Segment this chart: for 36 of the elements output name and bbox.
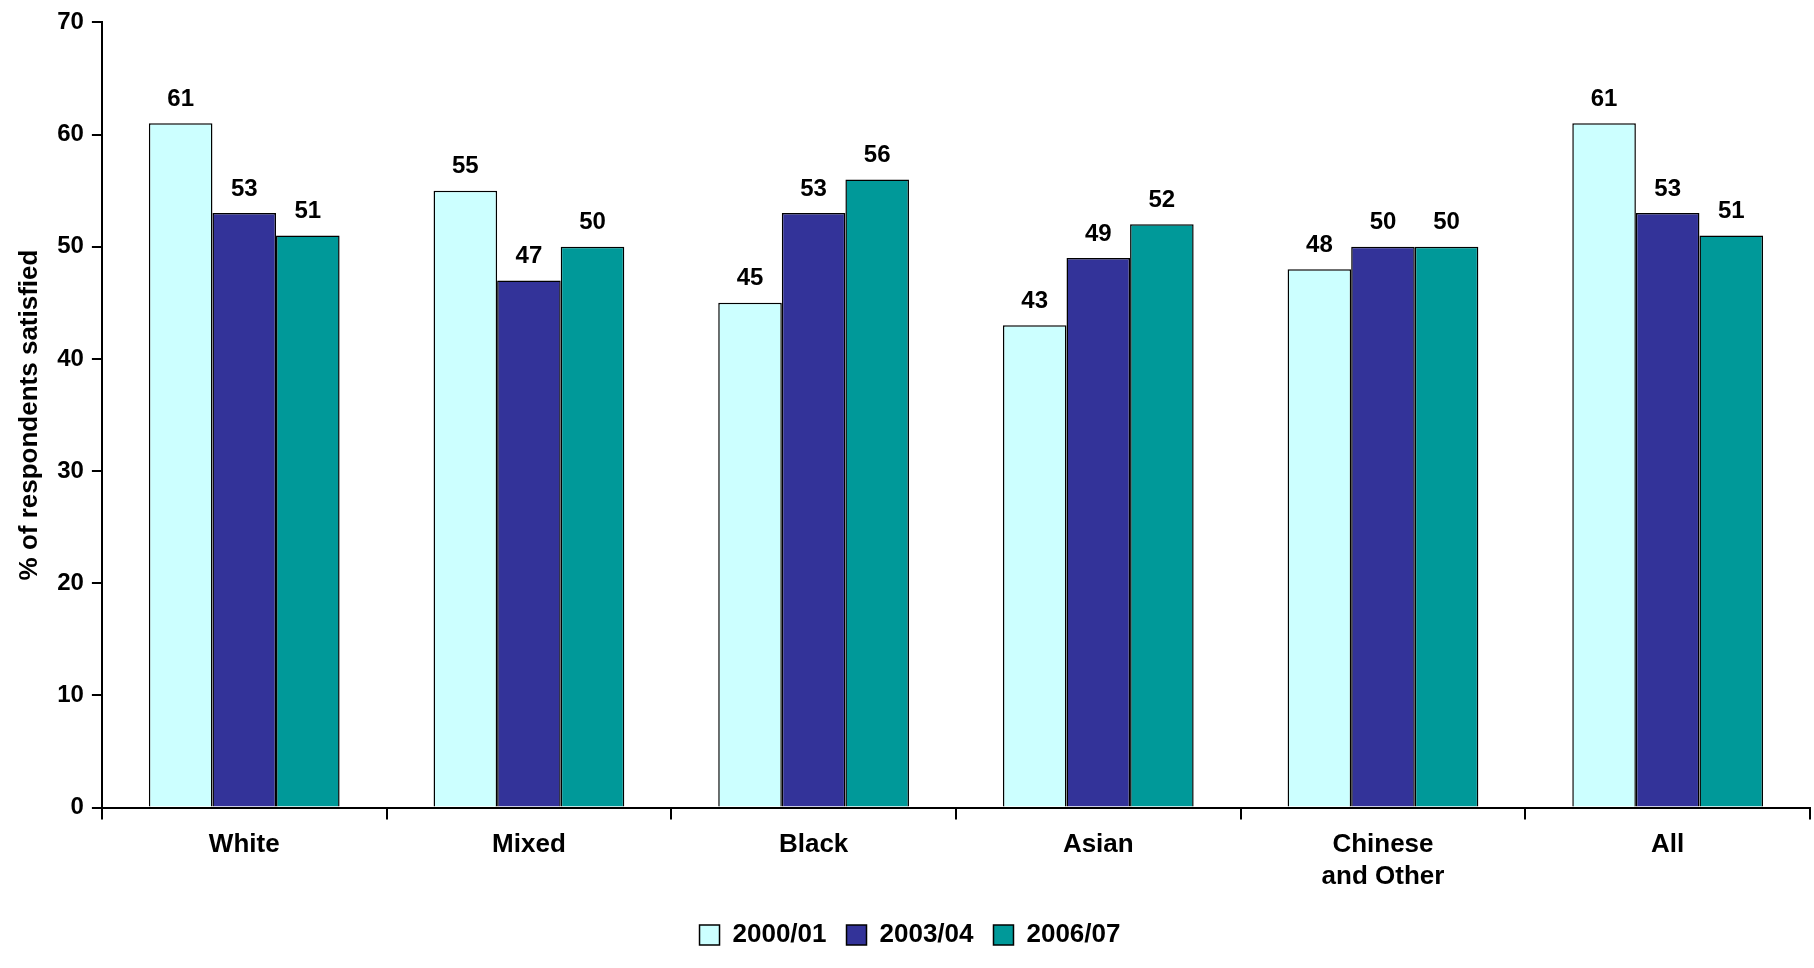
data-label: 53 [1654,173,1682,201]
x-tick-label: All [1651,828,1685,859]
data-label: 52 [1148,184,1176,212]
legend-label: 2006/07 [1026,918,1121,949]
y-tick-label: 40 [57,343,84,371]
data-label: 53 [800,173,827,201]
data-label: 50 [1433,207,1460,235]
data-label: 47 [515,241,543,269]
data-label: 50 [1369,207,1397,235]
data-label: 48 [1306,229,1333,257]
y-axis-title: % of respondents satisfied [12,249,43,581]
data-label: 53 [230,173,258,201]
data-label: 49 [1084,218,1112,246]
data-label: 51 [294,196,322,224]
data-label: 55 [451,151,479,179]
x-tick-label: White [208,828,280,859]
y-tick-label: 0 [70,792,84,820]
data-label: 51 [1717,196,1745,224]
data-label: 43 [1021,285,1049,313]
x-tick-label: Mixed [492,828,566,859]
y-tick-label: 10 [57,680,84,708]
data-label: 45 [736,263,764,291]
x-tick-label: Chinese and Other [1321,828,1445,890]
y-tick-label: 60 [57,119,84,147]
data-label: 61 [167,83,195,111]
y-tick-label: 20 [57,567,84,595]
y-tick-label: 50 [57,231,84,259]
x-tick-label: Asian [1062,828,1134,859]
legend-label: 2000/01 [732,918,827,949]
data-label: 50 [579,207,606,235]
x-tick-label: Black [778,828,849,859]
data-label: 61 [1590,83,1618,111]
y-tick-label: 70 [57,7,84,35]
y-tick-label: 30 [57,455,84,483]
data-label: 56 [863,140,891,168]
legend-label: 2003/04 [879,918,975,949]
